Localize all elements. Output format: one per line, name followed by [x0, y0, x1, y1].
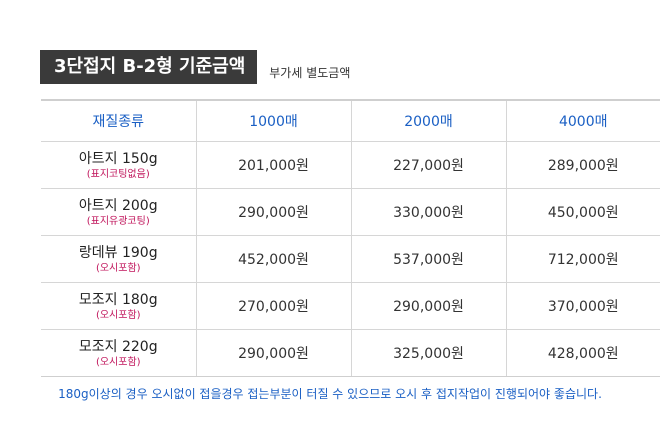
material-cell: 아트지 200g (표지유광코팅): [41, 188, 196, 236]
header-qty-4000: 4000매: [505, 100, 660, 142]
header-row: 재질종류 1000매 2000매 4000매: [41, 100, 660, 142]
price-4000: 450,000원: [505, 188, 660, 236]
price-4000: 289,000원: [505, 141, 660, 189]
page-title: 3단접지 B-2형 기준금액: [40, 50, 258, 84]
material-cell: 모조지 220g (오시포함): [41, 329, 196, 377]
material-name: 아트지 150g: [78, 150, 158, 167]
price-2000: 227,000원: [350, 141, 506, 189]
table-row: 랑데뷰 190g (오시포함) 452,000원 537,000원 712,00…: [41, 235, 660, 283]
title-area: 3단접지 B-2형 기준금액 부가세 별도금액: [40, 50, 350, 84]
price-4000: 428,000원: [505, 329, 660, 377]
material-cell: 랑데뷰 190g (오시포함): [41, 235, 196, 283]
price-table: 재질종류 1000매 2000매 4000매 아트지 150g (표지코팅없음)…: [41, 99, 660, 377]
material-option: (표지유광코팅): [86, 215, 150, 227]
price-2000: 330,000원: [350, 188, 506, 236]
table-row: 아트지 200g (표지유광코팅) 290,000원 330,000원 450,…: [41, 188, 660, 236]
material-name: 아트지 200g: [78, 197, 158, 214]
table-row: 모조지 180g (오시포함) 270,000원 290,000원 370,00…: [41, 282, 660, 330]
material-name: 랑데뷰 190g: [78, 244, 158, 261]
material-option: (오시포함): [95, 309, 141, 321]
price-1000: 452,000원: [195, 235, 351, 283]
price-2000: 537,000원: [350, 235, 506, 283]
price-2000: 325,000원: [350, 329, 506, 377]
material-cell: 모조지 180g (오시포함): [41, 282, 196, 330]
material-name: 모조지 220g: [78, 338, 158, 355]
material-name: 모조지 180g: [78, 291, 158, 308]
price-1000: 201,000원: [195, 141, 351, 189]
price-1000: 290,000원: [195, 329, 351, 377]
material-option: (오시포함): [95, 262, 141, 274]
material-cell: 아트지 150g (표지코팅없음): [41, 141, 196, 189]
price-4000: 370,000원: [505, 282, 660, 330]
price-1000: 290,000원: [195, 188, 351, 236]
material-option: (오시포함): [95, 356, 141, 368]
price-4000: 712,000원: [505, 235, 660, 283]
table-row: 아트지 150g (표지코팅없음) 201,000원 227,000원 289,…: [41, 141, 660, 189]
price-2000: 290,000원: [350, 282, 506, 330]
vat-note: 부가세 별도금액: [269, 65, 351, 80]
header-qty-1000: 1000매: [195, 100, 351, 142]
price-1000: 270,000원: [195, 282, 351, 330]
header-material: 재질종류: [41, 100, 196, 142]
material-option: (표지코팅없음): [86, 168, 150, 180]
table-row: 모조지 220g (오시포함) 290,000원 325,000원 428,00…: [41, 329, 660, 377]
header-qty-2000: 2000매: [350, 100, 506, 142]
folding-notice: 180g이상의 경우 오시없이 접을경우 접는부분이 터질 수 있으므로 오시 …: [58, 387, 602, 401]
